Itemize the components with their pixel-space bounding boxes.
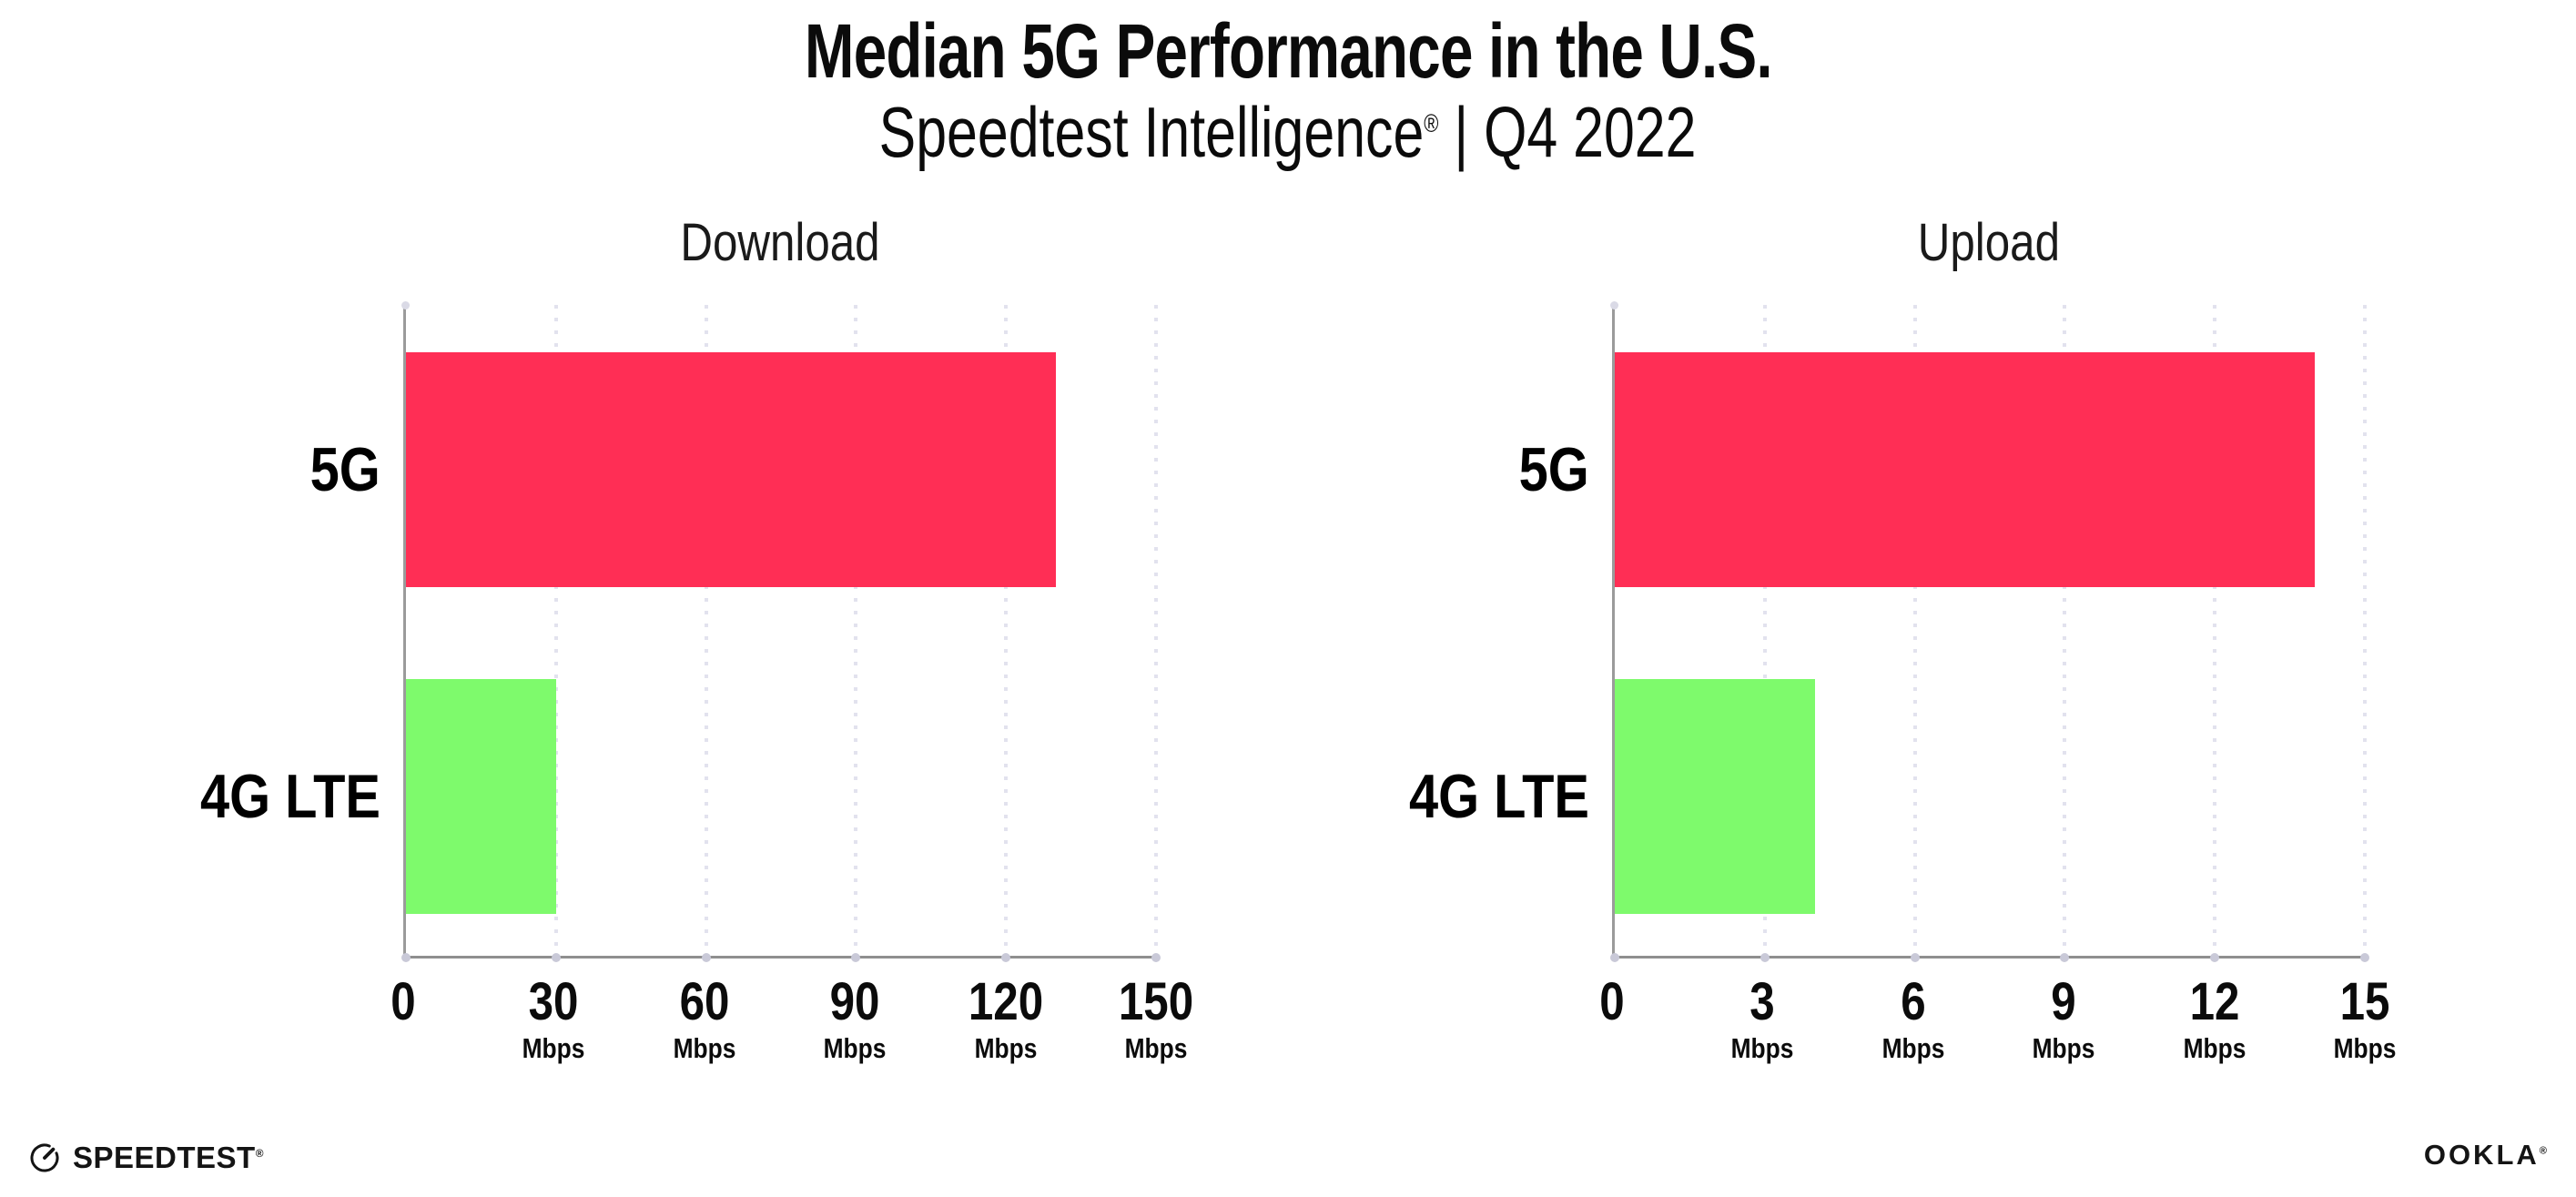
x-tick-value: 15	[2339, 972, 2390, 1031]
axis-tick-dot	[551, 953, 561, 962]
axis-tick-dot	[701, 953, 711, 962]
ookla-logo: OOKLA®	[2424, 1139, 2547, 1172]
registered-mark-icon: ®	[1424, 109, 1439, 137]
registered-mark-icon: ®	[255, 1147, 264, 1160]
axis-tick-dot	[2210, 953, 2220, 962]
bar-4g-lte	[1615, 679, 1815, 914]
subtitle-brand: Speedtest Intelligence	[879, 92, 1425, 172]
x-tick-value: 60	[679, 972, 730, 1031]
speedtest-logo: SPEEDTEST®	[27, 1141, 263, 1175]
x-tick-value: 0	[390, 972, 416, 1031]
x-tick-labels: 0 30 Mbps 60 Mbps 90 Mbps 120 Mbps 150 Mbps	[390, 975, 1193, 1084]
download-chart: Download 5G 4G LTE 0 30 Mbps 60 Mbps 90 Mbps 120…	[200, 213, 1193, 1064]
x-tick-value: 30	[528, 972, 579, 1031]
x-tick-label: 9 Mbps	[2027, 975, 2101, 1065]
x-tick-value: 0	[1599, 972, 1625, 1031]
gridline	[854, 305, 858, 956]
x-tick-unit: Mbps	[1730, 1032, 1794, 1064]
bar-5g	[1615, 352, 2316, 587]
x-tick-value: 150	[1118, 972, 1194, 1031]
page-subtitle-text: Speedtest Intelligence® | Q4 2022	[879, 91, 1697, 174]
x-tick-label: 90 Mbps	[818, 975, 892, 1065]
x-tick-label: 120 Mbps	[961, 975, 1050, 1065]
gridline	[704, 305, 708, 956]
x-tick-value: 12	[2189, 972, 2240, 1031]
x-tick-label: 0	[1597, 975, 1627, 1030]
x-tick-value: 9	[2051, 972, 2076, 1031]
plot-area: 5G 4G LTE	[200, 301, 1161, 962]
category-label-text: 5G	[1518, 435, 1589, 504]
category-label-4g-lte: 4G LTE	[1377, 761, 1589, 832]
category-label-5g: 5G	[298, 434, 380, 505]
axis-tick-dot	[1760, 953, 1770, 962]
x-tick-label: 60 Mbps	[667, 975, 741, 1065]
upload-chart-title: Upload	[1917, 213, 2060, 272]
category-label-4g-lte: 4G LTE	[168, 761, 380, 832]
axis-tick-dot	[1001, 953, 1011, 962]
page-title-text: Median 5G Performance in the U.S.	[804, 8, 1773, 94]
page-title: Median 5G Performance in the U.S.	[0, 7, 2576, 96]
axis-tick-dot	[401, 953, 411, 962]
speedtest-wordmark: SPEEDTEST®	[73, 1141, 264, 1174]
x-tick-labels: 0 3 Mbps 6 Mbps 9 Mbps 12 Mbps 15 Mbps	[1599, 975, 2396, 1084]
x-tick-unit: Mbps	[974, 1032, 1037, 1064]
axis-top-dot	[401, 301, 411, 309]
x-tick-unit: Mbps	[823, 1032, 887, 1064]
x-tick-value: 3	[1749, 972, 1776, 1031]
ookla-wordmark: OOKLA	[2423, 1139, 2540, 1171]
speedtest-gauge-icon	[30, 1143, 59, 1172]
plot-area: 5G 4G LTE	[1409, 301, 2369, 962]
download-chart-title: Download	[679, 213, 880, 272]
x-tick-value: 120	[968, 972, 1043, 1031]
category-label-text: 4G LTE	[1408, 762, 1589, 831]
x-tick-unit: Mbps	[522, 1032, 585, 1064]
gridline	[1154, 305, 1158, 956]
upload-chart: Upload 5G 4G LTE 0 3 Mbps 6 Mbps 9 Mbps 12 Mbps 15…	[1409, 213, 2396, 1064]
x-tick-unit: Mbps	[1124, 1032, 1188, 1064]
axis-tick-dot	[1151, 953, 1161, 962]
x-tick-unit: Mbps	[2333, 1032, 2397, 1064]
page-subtitle: Speedtest Intelligence® | Q4 2022	[0, 91, 2576, 174]
gridline	[553, 305, 558, 956]
category-label-text: 4G LTE	[199, 762, 380, 831]
x-tick-label: 0	[389, 975, 418, 1030]
category-label-text: 5G	[309, 435, 380, 504]
bar-5g	[406, 352, 1057, 587]
gridline	[1762, 305, 1767, 956]
category-label-5g: 5G	[1506, 434, 1589, 505]
x-tick-unit: Mbps	[2032, 1032, 2095, 1064]
subtitle-period: | Q4 2022	[1438, 92, 1697, 172]
x-tick-value: 6	[1901, 972, 1926, 1031]
gridline	[1004, 305, 1009, 956]
axis-tick-dot	[2360, 953, 2369, 962]
x-tick-label: 12 Mbps	[2177, 975, 2251, 1065]
x-tick-value: 90	[829, 972, 880, 1031]
x-tick-label: 6 Mbps	[1876, 975, 1950, 1065]
x-tick-unit: Mbps	[673, 1032, 736, 1064]
gridline	[2213, 305, 2217, 956]
axis-tick-dot	[2060, 953, 2070, 962]
gridline	[2063, 305, 2067, 956]
x-tick-unit: Mbps	[2183, 1032, 2246, 1064]
axis-tick-dot	[1910, 953, 1920, 962]
x-tick-label: 30 Mbps	[517, 975, 591, 1065]
x-tick-label: 150 Mbps	[1112, 975, 1201, 1065]
gridline	[2363, 305, 2367, 956]
x-tick-label: 15 Mbps	[2328, 975, 2402, 1065]
axis-top-dot	[1610, 301, 1619, 309]
x-tick-label: 3 Mbps	[1726, 975, 1800, 1065]
gridline	[1912, 305, 1917, 956]
x-tick-unit: Mbps	[1881, 1032, 1945, 1064]
bar-4g-lte	[406, 679, 556, 914]
axis-tick-dot	[1610, 953, 1619, 962]
registered-mark-icon: ®	[2539, 1145, 2547, 1157]
axis-tick-dot	[851, 953, 861, 962]
